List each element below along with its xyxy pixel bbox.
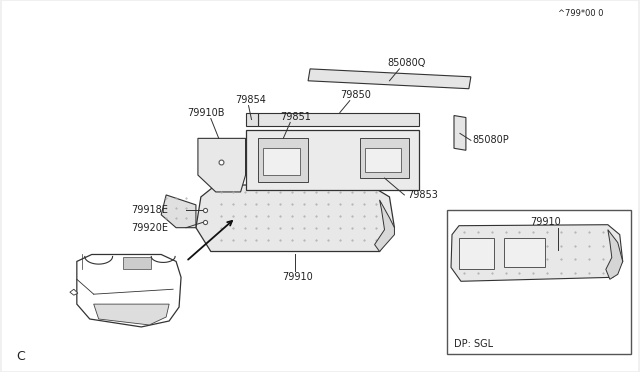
Polygon shape [259, 113, 419, 126]
Text: DP: SGL: DP: SGL [454, 339, 493, 349]
Text: 79910B: 79910B [187, 108, 225, 118]
Polygon shape [161, 195, 196, 228]
Text: 85080Q: 85080Q [387, 58, 426, 68]
Polygon shape [93, 304, 169, 325]
Polygon shape [374, 200, 394, 251]
Polygon shape [259, 138, 308, 182]
Text: 79854: 79854 [236, 94, 266, 105]
Polygon shape [77, 254, 181, 327]
Polygon shape [360, 138, 410, 178]
Bar [447, 210, 630, 354]
Bar [504, 238, 545, 267]
Polygon shape [365, 148, 401, 172]
Polygon shape [196, 185, 394, 251]
Polygon shape [264, 148, 300, 175]
Text: 79853: 79853 [407, 190, 438, 200]
Text: ^799*00 0: ^799*00 0 [558, 9, 604, 18]
Bar [459, 238, 493, 269]
Text: 79910: 79910 [282, 272, 313, 282]
Bar [124, 257, 151, 269]
Polygon shape [451, 225, 623, 281]
Polygon shape [246, 131, 419, 190]
Polygon shape [246, 113, 259, 126]
Polygon shape [70, 289, 78, 295]
Polygon shape [454, 116, 466, 150]
Text: 79920E: 79920E [131, 223, 168, 233]
Polygon shape [606, 230, 623, 279]
Text: 79851: 79851 [280, 112, 311, 122]
Text: C: C [16, 350, 25, 363]
Polygon shape [308, 69, 471, 89]
Text: 79850: 79850 [340, 90, 371, 100]
Text: 79910: 79910 [531, 217, 561, 227]
Text: 79918E: 79918E [131, 205, 168, 215]
Text: 85080P: 85080P [473, 135, 509, 145]
Polygon shape [198, 138, 246, 192]
